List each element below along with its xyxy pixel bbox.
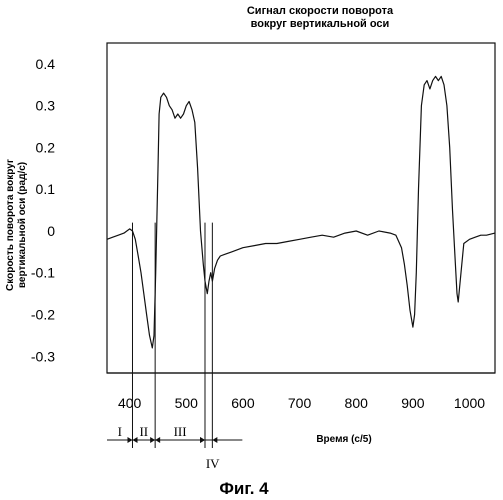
y-tick-label: -0.3 xyxy=(31,348,55,364)
y-tick-label: 0 xyxy=(47,223,55,239)
y-axis-label-line-2: вертикальной оси (рад/с) xyxy=(17,162,28,288)
y-tick-labels: 0.4 0.3 0.2 0.1 0 -0.1 -0.2 -0.3 xyxy=(31,56,55,364)
chart-title-line-1: Сигнал скорости поворота xyxy=(247,5,394,17)
y-tick-label: -0.2 xyxy=(31,307,55,323)
series-layer xyxy=(107,76,495,348)
x-tick-label: 800 xyxy=(345,395,369,411)
region-label: IV xyxy=(206,456,220,471)
x-tick-label: 500 xyxy=(175,395,199,411)
region-arrowhead xyxy=(150,437,155,443)
plot-frame xyxy=(107,43,495,373)
y-tick-label: 0.1 xyxy=(36,181,56,197)
region-arrowhead xyxy=(155,437,160,443)
region-arrowhead xyxy=(212,437,217,443)
region-label: I xyxy=(118,424,122,439)
y-tick-label: -0.1 xyxy=(31,265,55,281)
x-axis-label: Время (с/5) xyxy=(316,434,371,445)
y-tick-label: 0.4 xyxy=(36,56,56,72)
y-tick-label: 0.3 xyxy=(36,98,56,114)
region-label: II xyxy=(139,424,148,439)
region-arrowhead xyxy=(200,437,205,443)
region-arrowhead xyxy=(127,437,132,443)
x-tick-label: 1000 xyxy=(454,395,485,411)
region-arrowhead xyxy=(132,437,137,443)
chart-title-line-2: вокруг вертикальной оси xyxy=(251,18,390,30)
series-line xyxy=(107,76,495,348)
x-tick-label: 700 xyxy=(288,395,312,411)
x-tick-labels: 400 500 600 700 800 900 1000 xyxy=(118,395,485,411)
region-label: III xyxy=(174,424,187,439)
x-tick-label: 400 xyxy=(118,395,142,411)
y-axis-label-line-1: Скорость поворота вокруг xyxy=(5,159,16,291)
x-tick-label: 600 xyxy=(231,395,255,411)
region-annotations: IIIIIIIV xyxy=(107,424,242,471)
x-tick-label: 900 xyxy=(401,395,425,411)
figure-caption: Фиг. 4 xyxy=(219,479,269,498)
y-tick-label: 0.2 xyxy=(36,139,56,155)
region-markers xyxy=(132,223,212,448)
